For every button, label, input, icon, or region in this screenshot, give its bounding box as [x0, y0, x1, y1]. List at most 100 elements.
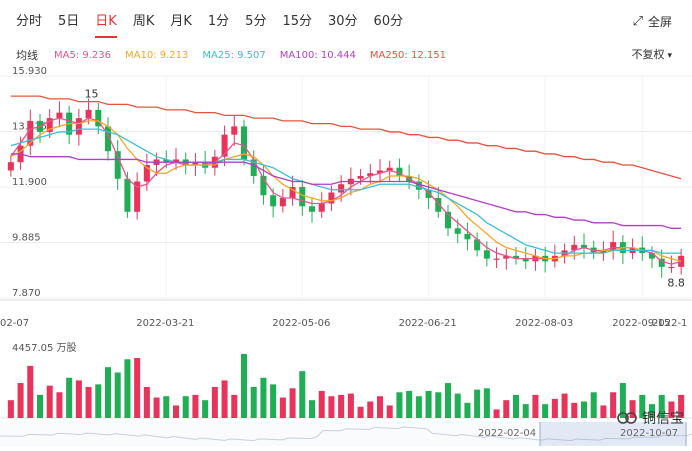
volume-bar-58 [571, 402, 578, 418]
tab-2[interactable]: 日K [95, 0, 117, 44]
candle-body-37 [367, 173, 374, 176]
volume-bar-59 [580, 401, 588, 418]
candle-body-68 [668, 266, 675, 269]
volume-bar-25 [250, 386, 257, 418]
volume-bar-54 [532, 394, 539, 418]
x-tick-label-1: 2022-03-21 [136, 318, 194, 329]
candle-body-14 [143, 164, 150, 182]
candle-body-67 [658, 258, 665, 267]
volume-bar-53 [522, 404, 529, 418]
tab-1[interactable]: 5日 [58, 14, 80, 29]
candle-body-17 [172, 159, 180, 163]
x-tick-label-5: 2022-09-15 [612, 318, 670, 329]
navigator-start-date: 2022-02-04 [478, 428, 537, 439]
candle-body-29 [289, 187, 296, 199]
candle-body-44 [435, 198, 442, 212]
candle-body-13 [134, 181, 141, 212]
volume-bar-31 [308, 400, 316, 418]
tab-3[interactable]: 周K [132, 14, 155, 29]
brand-name: 铜信宝 [642, 411, 684, 427]
navigator-selection[interactable] [540, 422, 686, 446]
candle-body-12 [124, 178, 131, 212]
brand-logo: 铜信宝 [616, 408, 684, 428]
y-tick-label-3: 9.885 [12, 233, 41, 244]
volume-bar-9 [95, 384, 102, 418]
candle-body-24 [240, 126, 248, 160]
y-tick-label-4: 7.870 [12, 288, 41, 299]
volume-bar-46 [454, 393, 461, 418]
candle-body-52 [512, 255, 520, 259]
tab-6[interactable]: 5分 [245, 14, 267, 29]
y-tick-label-2: 11.900 [12, 177, 47, 188]
volume-bar-10 [104, 367, 112, 418]
volume-bar-68 [668, 401, 675, 418]
candle-body-43 [425, 189, 432, 199]
volume-bar-60 [590, 392, 597, 418]
candle-body-9 [95, 109, 102, 127]
volume-bar-65 [639, 394, 646, 418]
volume-bar-8 [85, 386, 92, 418]
ma-line-ma25 [10, 128, 682, 254]
candle-body-32 [318, 203, 325, 212]
tab-0[interactable]: 分时 [16, 14, 43, 29]
volume-bar-41 [406, 390, 413, 418]
volume-bar-47 [464, 402, 471, 418]
navigator-end-date: 2022-10-07 [620, 428, 679, 439]
tab-8[interactable]: 30分 [328, 14, 358, 29]
x-tick-label-4: 2022-08-03 [515, 318, 573, 329]
volume-bar-43 [425, 390, 432, 418]
candle-body-5 [56, 112, 63, 119]
volume-bar-21 [211, 386, 218, 418]
stock-chart[interactable]: 15.93013.91511.9009.8857.87002-072022-03… [0, 66, 692, 451]
volume-bar-49 [483, 388, 490, 418]
volume-bar-56 [551, 398, 558, 418]
candle-body-47 [464, 233, 471, 240]
annotation-high: 15 [85, 88, 99, 101]
volume-bar-30 [299, 371, 306, 418]
candle-body-27 [270, 195, 277, 207]
tab-5[interactable]: 1分 [207, 14, 230, 29]
volume-bar-35 [347, 393, 354, 418]
candle-body-38 [376, 170, 384, 174]
ma-legend-ma5: MA5: 9.236 [54, 49, 112, 61]
volume-bar-52 [512, 394, 520, 418]
candle-body-61 [600, 250, 607, 254]
volume-bar-38 [376, 396, 384, 418]
candle-body-28 [279, 198, 286, 207]
ma-legend-label: 均线 [16, 49, 38, 62]
ma-line-ma10 [10, 120, 682, 262]
volume-bar-42 [415, 396, 422, 418]
adjust-label: 不复权 [631, 48, 665, 61]
ma-legend-ma100: MA100: 10.444 [279, 49, 356, 61]
volume-bar-19 [192, 394, 199, 418]
brand-icon [617, 412, 637, 424]
candle-body-62 [610, 242, 617, 251]
candle-body-8 [85, 109, 92, 119]
tab-9[interactable]: 60分 [373, 14, 404, 29]
volume-bar-36 [357, 406, 364, 418]
candle-body-25 [250, 159, 257, 176]
volume-bar-62 [610, 392, 617, 418]
ma-legend-ma10: MA10: 9.213 [125, 49, 189, 61]
volume-bar-1 [17, 383, 24, 418]
period-tabs: 分时 5日 日K 周K 月K 1分 5分 15分 30分 60分 [0, 0, 692, 44]
adjust-dropdown[interactable]: 不复权 ▾ [631, 44, 672, 67]
tab-4[interactable]: 月K [170, 14, 192, 29]
candle-body-49 [483, 250, 490, 259]
candle-body-66 [648, 253, 656, 259]
candle-body-33 [328, 192, 335, 204]
volume-bar-34 [338, 394, 345, 418]
fullscreen-button[interactable]: ⤢ 全屏 [633, 0, 672, 44]
candle-body-11 [114, 151, 121, 179]
volume-bar-69 [678, 394, 685, 418]
tab-7[interactable]: 15分 [282, 14, 312, 29]
volume-bar-3 [36, 394, 44, 418]
volume-bar-50 [493, 409, 500, 418]
navigator-line [0, 426, 692, 442]
candle-body-16 [163, 159, 170, 163]
volume-bar-5 [56, 392, 63, 418]
volume-bar-2 [27, 365, 34, 418]
volume-bar-66 [648, 404, 656, 418]
volume-bar-27 [270, 384, 277, 418]
volume-bar-64 [629, 400, 636, 418]
